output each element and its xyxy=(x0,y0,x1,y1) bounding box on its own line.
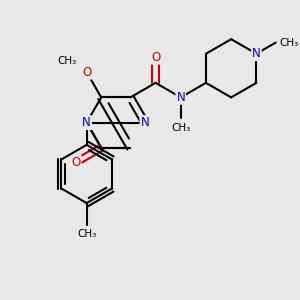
Text: N: N xyxy=(176,91,185,104)
Text: O: O xyxy=(71,156,81,169)
Text: N: N xyxy=(140,116,149,129)
Text: O: O xyxy=(151,51,160,64)
Text: CH₃: CH₃ xyxy=(171,123,190,133)
Text: CH₃: CH₃ xyxy=(77,229,96,239)
Text: N: N xyxy=(252,47,261,60)
Text: CH₃: CH₃ xyxy=(279,38,298,48)
Text: CH₃: CH₃ xyxy=(58,56,77,66)
Text: N: N xyxy=(82,116,91,129)
Text: O: O xyxy=(82,66,91,79)
